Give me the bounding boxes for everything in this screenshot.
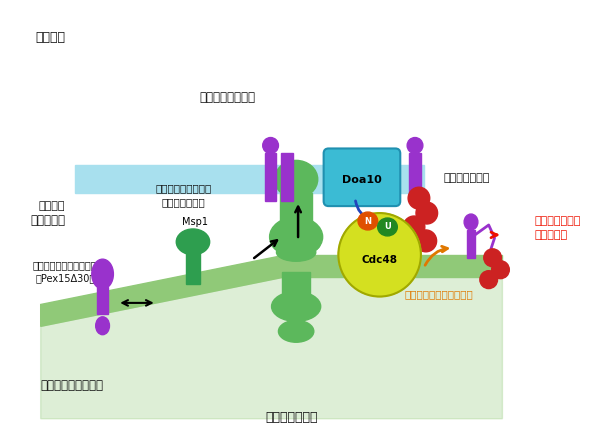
Ellipse shape [273,236,320,254]
Circle shape [339,213,421,296]
Circle shape [492,261,509,279]
Text: Cdc48: Cdc48 [362,255,398,265]
Ellipse shape [272,291,321,321]
Text: U: U [384,222,391,231]
Ellipse shape [279,320,314,342]
Text: ミトコンドリア外膜: ミトコンドリア外膜 [41,379,104,392]
Ellipse shape [92,259,113,289]
Bar [75,166,424,193]
FancyBboxPatch shape [324,149,400,206]
Ellipse shape [176,229,210,255]
Ellipse shape [276,243,316,261]
Circle shape [408,187,430,209]
Text: 小胞体内: 小胞体内 [36,31,66,44]
Circle shape [415,230,436,252]
Text: N: N [364,217,371,226]
Bar [264,154,276,201]
Text: Msp1: Msp1 [182,217,208,227]
Ellipse shape [407,138,423,154]
Ellipse shape [358,212,378,230]
Ellipse shape [464,214,478,230]
Text: Doa10: Doa10 [342,175,382,185]
Ellipse shape [378,218,397,236]
Text: プロテアソーム
による分解: プロテアソーム による分解 [535,216,581,240]
Circle shape [484,249,502,267]
Bar [97,287,109,314]
Text: サイトゾル: サイトゾル [31,214,66,227]
Text: 小胞体膜: 小胞体膜 [39,201,65,211]
Ellipse shape [263,138,279,154]
Bar [186,252,200,283]
Bar [282,154,293,201]
Text: 誤配送されたタンパク質
（Pex15Δ30）: 誤配送されたタンパク質 （Pex15Δ30） [33,260,98,283]
Ellipse shape [270,217,323,257]
Circle shape [403,216,425,238]
Bar [282,272,310,307]
Text: ミトコンドリア: ミトコンドリア [265,411,317,424]
Text: 小胞体膜への移行: 小胞体膜への移行 [199,91,256,104]
Bar [286,255,502,277]
Text: ミトコンドリア外膜
からの引き抜き: ミトコンドリア外膜 からの引き抜き [155,183,211,207]
Polygon shape [41,277,502,419]
Circle shape [480,271,498,289]
Ellipse shape [95,317,110,335]
Polygon shape [41,255,286,326]
Text: 小胞体膜からの引き抜き: 小胞体膜からの引き抜き [404,290,473,299]
Text: ユビキチン付加: ユビキチン付加 [444,173,490,183]
Circle shape [416,202,438,224]
Ellipse shape [275,160,318,198]
Bar [409,154,421,201]
Bar [467,230,475,258]
Bar [280,193,312,255]
